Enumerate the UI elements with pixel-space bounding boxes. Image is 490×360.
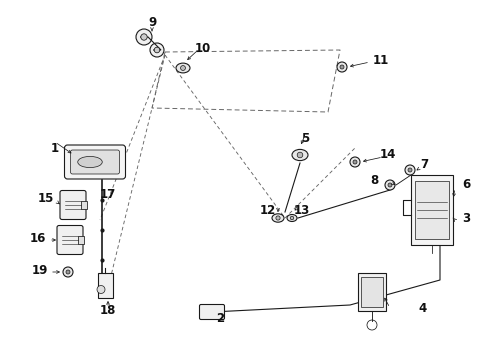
Text: 15: 15 (38, 192, 54, 204)
Text: 2: 2 (216, 311, 224, 324)
Text: 4: 4 (418, 302, 426, 315)
Text: 5: 5 (301, 131, 309, 144)
Circle shape (180, 66, 185, 71)
Circle shape (385, 180, 395, 190)
Circle shape (154, 47, 160, 53)
Text: 10: 10 (195, 41, 211, 54)
Bar (411, 175, 453, 245)
Circle shape (136, 29, 152, 45)
Ellipse shape (78, 156, 102, 168)
Circle shape (297, 152, 303, 158)
Text: 9: 9 (148, 15, 156, 28)
Circle shape (388, 183, 392, 187)
Circle shape (141, 34, 147, 40)
Circle shape (150, 43, 164, 57)
Text: 13: 13 (294, 203, 310, 216)
Circle shape (66, 270, 70, 274)
Circle shape (350, 157, 360, 167)
Bar (81, 201, 87, 209)
Text: 1: 1 (51, 141, 59, 154)
FancyBboxPatch shape (60, 190, 86, 220)
Bar (358, 273, 386, 311)
FancyBboxPatch shape (57, 225, 83, 255)
Ellipse shape (272, 214, 284, 222)
Text: 12: 12 (260, 203, 276, 216)
Circle shape (337, 62, 347, 72)
Ellipse shape (292, 149, 308, 161)
Circle shape (290, 216, 294, 220)
Bar (78, 236, 84, 244)
Circle shape (405, 165, 415, 175)
Bar (361, 277, 383, 307)
Circle shape (408, 168, 412, 172)
Circle shape (276, 216, 280, 220)
Text: 14: 14 (380, 148, 396, 162)
Text: 7: 7 (420, 158, 428, 171)
Text: 8: 8 (370, 174, 378, 186)
Circle shape (63, 267, 73, 277)
FancyBboxPatch shape (65, 145, 125, 179)
Circle shape (340, 65, 344, 69)
Bar (98, 273, 113, 297)
Ellipse shape (287, 215, 297, 221)
Circle shape (353, 160, 357, 164)
Text: 18: 18 (100, 303, 116, 316)
Text: 17: 17 (100, 189, 116, 202)
Text: 16: 16 (29, 231, 46, 244)
FancyBboxPatch shape (71, 150, 120, 174)
Ellipse shape (176, 63, 190, 73)
Text: 6: 6 (462, 179, 470, 192)
Circle shape (97, 285, 105, 293)
FancyBboxPatch shape (199, 305, 224, 320)
Text: 11: 11 (373, 54, 389, 67)
Text: 3: 3 (462, 211, 470, 225)
Text: 19: 19 (32, 264, 48, 276)
Bar (415, 181, 449, 239)
